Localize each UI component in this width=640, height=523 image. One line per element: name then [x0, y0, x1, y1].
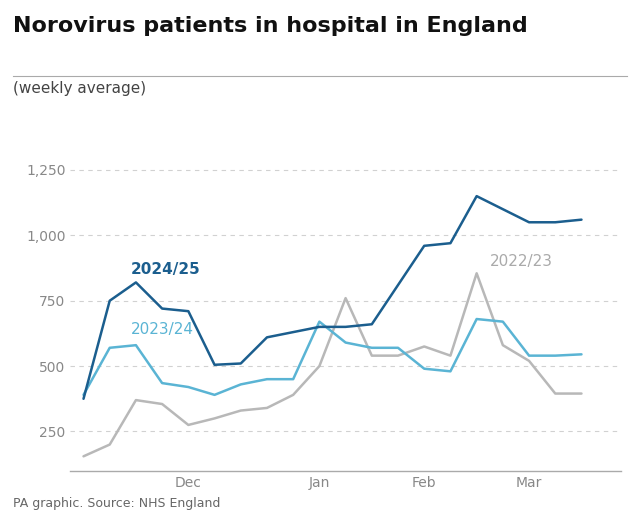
Text: (weekly average): (weekly average)	[13, 81, 146, 96]
Text: 2023/24: 2023/24	[131, 322, 194, 337]
Text: Norovirus patients in hospital in England: Norovirus patients in hospital in Englan…	[13, 16, 527, 36]
Text: 2024/25: 2024/25	[131, 262, 200, 277]
Text: 2022/23: 2022/23	[490, 254, 553, 269]
Text: PA graphic. Source: NHS England: PA graphic. Source: NHS England	[13, 497, 220, 510]
